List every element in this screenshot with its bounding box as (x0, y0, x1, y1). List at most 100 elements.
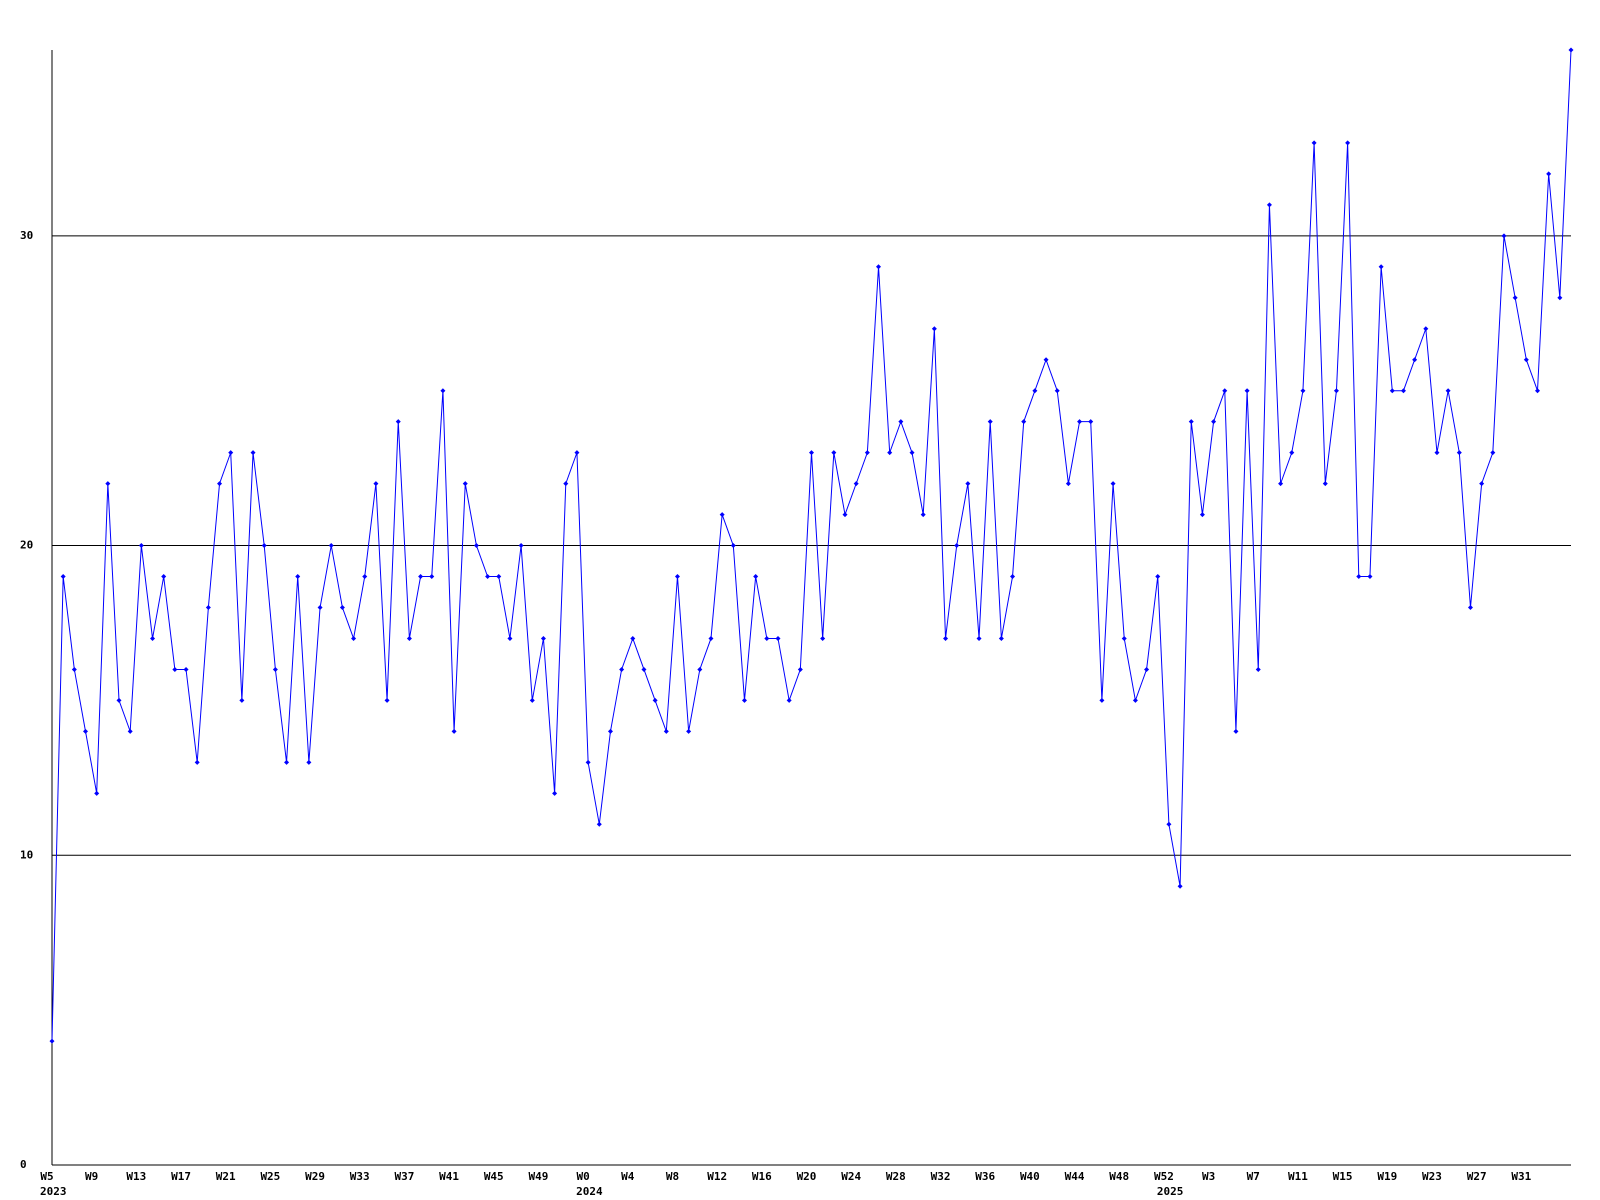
data-point (1278, 481, 1284, 487)
x-tick-label: W27 (1467, 1170, 1487, 1183)
data-point (753, 574, 759, 580)
x-tick-label: W28 (886, 1170, 906, 1183)
data-point (239, 697, 245, 703)
x-tick-label: W5 (40, 1170, 53, 1183)
data-point (362, 574, 368, 580)
x-year-label: 2023 (40, 1185, 67, 1198)
data-point (1311, 140, 1317, 146)
data-point (775, 635, 781, 641)
x-tick-label: W29 (305, 1170, 325, 1183)
data-point (663, 728, 669, 734)
x-tick-label: W25 (260, 1170, 280, 1183)
data-point (317, 605, 323, 610)
data-point (864, 450, 870, 456)
x-tick-label: W44 (1065, 1170, 1085, 1183)
data-point (373, 481, 379, 487)
data-point (384, 697, 390, 703)
data-point (943, 635, 949, 641)
data-point (1110, 481, 1116, 487)
data-point (94, 790, 100, 796)
data-point (418, 574, 424, 580)
data-point (563, 481, 569, 487)
data-point (351, 635, 357, 641)
data-point (1043, 357, 1049, 363)
x-tick-label: W37 (394, 1170, 414, 1183)
data-point (183, 666, 189, 672)
data-point (1211, 419, 1217, 425)
data-point (809, 450, 814, 456)
data-point (485, 574, 491, 580)
data-point (998, 635, 1004, 641)
x-tick-label: W3 (1202, 1170, 1215, 1183)
data-point (987, 419, 993, 425)
data-point (1345, 140, 1351, 146)
data-point (585, 759, 591, 765)
data-point (1356, 574, 1362, 580)
data-point (1467, 605, 1473, 610)
data-point (529, 697, 535, 703)
data-point (1456, 450, 1462, 456)
data-point (552, 790, 558, 796)
data-point (619, 666, 625, 672)
data-point (116, 697, 122, 703)
y-tick-label: 30 (20, 229, 33, 242)
data-point (1445, 388, 1451, 394)
data-point (217, 481, 223, 487)
data-point (1300, 388, 1306, 394)
x-tick-label: W41 (439, 1170, 459, 1183)
data-point (931, 326, 937, 332)
data-point (976, 635, 982, 641)
data-point (49, 1038, 55, 1044)
y-tick-label: 10 (20, 848, 33, 861)
data-point (272, 666, 278, 672)
data-point (1099, 697, 1105, 703)
data-point (1333, 388, 1339, 394)
data-point (741, 697, 747, 703)
data-point (1121, 635, 1127, 641)
data-point (898, 419, 904, 425)
x-tick-label: W19 (1377, 1170, 1397, 1183)
x-year-label: 2024 (576, 1185, 603, 1198)
data-point (429, 574, 435, 580)
data-point (797, 666, 803, 672)
data-point (1568, 47, 1574, 53)
data-point (507, 635, 513, 641)
data-point (831, 450, 837, 456)
data-point (250, 450, 256, 456)
data-point (1557, 295, 1563, 301)
x-tick-label: W23 (1422, 1170, 1442, 1183)
data-point (205, 605, 211, 610)
data-point (306, 759, 312, 765)
data-point (1032, 388, 1038, 394)
data-point (842, 512, 848, 518)
data-point (295, 574, 301, 580)
data-point (105, 481, 111, 487)
data-point (1322, 481, 1328, 487)
data-point (1255, 666, 1261, 672)
x-tick-label: W21 (216, 1170, 236, 1183)
data-point (1523, 357, 1529, 363)
data-point (1400, 388, 1406, 394)
x-tick-label: W8 (666, 1170, 679, 1183)
data-point (161, 574, 167, 580)
data-point (261, 543, 267, 549)
y-tick-label: 0 (20, 1158, 27, 1171)
data-point (596, 821, 602, 827)
data-point (1132, 697, 1138, 703)
x-tick-label: W12 (707, 1170, 727, 1183)
data-point (406, 635, 412, 641)
data-point (1188, 419, 1194, 425)
x-tick-label: W11 (1288, 1170, 1308, 1183)
data-point (194, 759, 200, 765)
x-tick-label: W52 (1154, 1170, 1174, 1183)
data-point (574, 450, 580, 456)
data-point (1512, 295, 1518, 301)
data-point (652, 697, 658, 703)
data-point (451, 728, 457, 734)
x-tick-label: W7 (1247, 1170, 1260, 1183)
data-point (708, 635, 714, 641)
data-point (1088, 419, 1094, 425)
data-point (1021, 419, 1027, 425)
data-point (730, 543, 736, 549)
data-point (920, 512, 926, 518)
